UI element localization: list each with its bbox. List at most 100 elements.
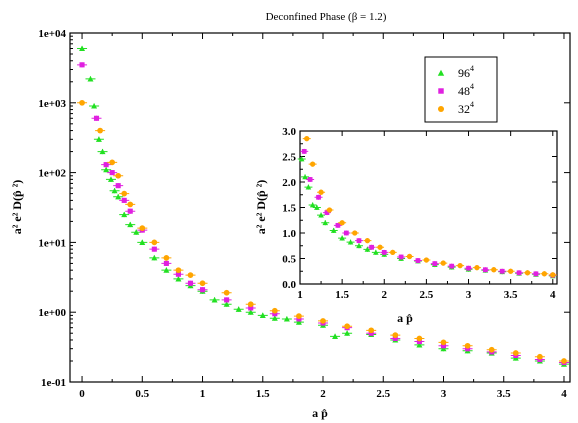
data-point xyxy=(271,315,278,321)
inset-data-point xyxy=(474,265,480,271)
data-point xyxy=(296,313,302,319)
data-point xyxy=(79,99,85,106)
inset-data-point xyxy=(309,161,316,167)
inset-plot: 1 1.5 2 2.5 3 3.5 40.00.51.01.52.02.53.0 a p̂ … xyxy=(254,126,558,325)
legend-marker xyxy=(437,105,445,113)
data-point xyxy=(440,345,447,352)
inset-data-point xyxy=(390,249,396,256)
inset-data-point xyxy=(302,174,308,180)
x-axis-label: a p̂ xyxy=(312,406,328,420)
data-point xyxy=(211,296,218,303)
data-point xyxy=(175,275,182,282)
inset-x-tick-label: 1.5 xyxy=(335,289,349,301)
inset-ticks: 1 1.5 2 2.5 3 3.5 4 0.0 0.5 1.0 1.5 2.0 2.5 3.0 xyxy=(282,126,557,301)
inset-data-point xyxy=(324,210,330,215)
data-point xyxy=(320,318,326,324)
data-point xyxy=(344,330,351,336)
data-point xyxy=(121,211,128,218)
data-point xyxy=(199,287,206,293)
inset-data-point xyxy=(339,220,345,226)
inset-data-point xyxy=(533,271,539,277)
main-plot: 0 0.5 1 1.5 2 2.5 3 3.5 4 1e-01 1e+00 1e+01 1e+02 1e+… xyxy=(10,28,571,420)
inset-y-tick-label: 2.0 xyxy=(282,177,296,189)
data-point xyxy=(247,301,254,308)
data-point xyxy=(109,159,116,166)
data-point xyxy=(259,312,266,318)
inset-data-point xyxy=(432,261,438,266)
inset-data-point xyxy=(316,194,321,200)
data-point xyxy=(99,148,106,155)
y-tick-label: 1e+02 xyxy=(38,168,66,180)
inset-data-point xyxy=(423,257,430,263)
data-point xyxy=(416,335,423,342)
inset-data-point xyxy=(339,235,345,241)
data-point xyxy=(151,254,158,261)
data-point xyxy=(133,229,140,235)
data-point xyxy=(103,162,109,168)
x-tick-label: 2.5 xyxy=(376,388,390,400)
main-points xyxy=(77,45,569,367)
legend-box xyxy=(424,56,498,123)
data-point xyxy=(151,246,157,252)
data-point xyxy=(109,170,115,176)
data-point xyxy=(163,267,170,273)
x-tick-label: 2 xyxy=(320,388,326,400)
inset-data-point xyxy=(298,156,305,162)
inset-data-point xyxy=(377,244,383,250)
data-point xyxy=(392,332,399,338)
inset-data-point xyxy=(352,230,358,236)
inset-data-point xyxy=(347,239,354,245)
inset-data-point xyxy=(466,265,471,271)
data-point xyxy=(95,136,102,142)
inset-data-point xyxy=(499,268,505,274)
inset-series-circle xyxy=(302,135,557,278)
data-point xyxy=(368,327,375,334)
data-point xyxy=(175,271,181,277)
data-point xyxy=(175,267,182,274)
data-point xyxy=(224,297,230,303)
data-point xyxy=(115,193,122,200)
legend-marker xyxy=(438,88,444,94)
y-axis-label: a² e² D(p̂ ²) xyxy=(10,180,24,234)
data-point xyxy=(295,319,302,325)
data-point xyxy=(87,75,94,82)
data-point xyxy=(537,353,543,360)
data-point xyxy=(332,333,339,339)
legend-marker xyxy=(437,69,445,76)
inset-data-point xyxy=(369,244,375,250)
chart-title: Deconfined Phase (β = 1.2) xyxy=(266,11,387,23)
inset-data-point xyxy=(322,220,329,226)
data-point xyxy=(199,280,206,287)
inset-data-point xyxy=(330,227,337,233)
inset-y-tick-label: 1.5 xyxy=(282,203,296,215)
inset-x-tick-label: 2.5 xyxy=(420,289,434,301)
data-point xyxy=(91,102,98,109)
inset-data-point xyxy=(440,260,446,266)
inset-data-point xyxy=(307,177,313,182)
inset-data-point xyxy=(406,253,413,260)
inset-data-point xyxy=(335,222,341,228)
x-tick-label: 0.5 xyxy=(135,388,149,400)
x-tick-label: 0 xyxy=(79,388,85,400)
inset-x-axis-label: a p̂ xyxy=(397,311,413,325)
inset-data-point xyxy=(343,230,349,236)
inset-x-tick-label: 2 xyxy=(382,289,388,301)
inset-data-point xyxy=(309,202,316,208)
inset-data-point xyxy=(364,246,371,252)
data-point xyxy=(235,306,242,312)
inset-data-point xyxy=(356,242,362,249)
inset-y-tick-label: 0.5 xyxy=(282,254,296,266)
y-tick-label: 1e+00 xyxy=(38,307,66,319)
inset-data-point xyxy=(524,270,531,276)
data-point xyxy=(440,343,447,349)
data-point xyxy=(127,208,133,214)
inset-data-point xyxy=(457,262,463,269)
inset-series-square xyxy=(300,148,557,278)
inset-data-point xyxy=(326,207,333,213)
data-point xyxy=(248,305,254,311)
data-point xyxy=(79,45,86,52)
data-point xyxy=(187,272,194,278)
y-tick-label: 1e+01 xyxy=(38,237,66,249)
inset-points xyxy=(297,135,557,279)
